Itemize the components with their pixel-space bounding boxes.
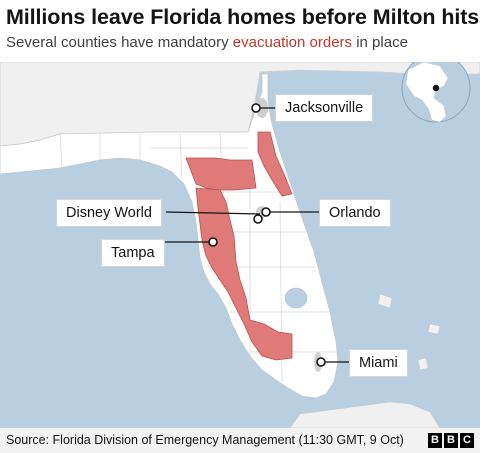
leader-lines [162, 107, 350, 363]
jacksonville-marker [251, 103, 261, 113]
evacuation-zone-north-east [257, 131, 293, 197]
bbc-logo: B B C [428, 433, 474, 448]
evacuation-zone-big-bend [185, 157, 257, 191]
subtitle-end: in place [352, 34, 408, 51]
bahamas [377, 293, 441, 371]
lake-okeechobee [284, 287, 308, 309]
cuba [289, 401, 441, 428]
subtitle: Several counties have mandatory evacuati… [6, 34, 408, 51]
bbc-logo-letter-3: C [460, 433, 474, 448]
disney-world-marker [253, 214, 263, 224]
bbc-logo-letter-2: B [444, 433, 458, 448]
miami-marker [316, 357, 326, 367]
bbc-logo-letter-1: B [428, 433, 442, 448]
source-note: Source: Florida Division of Emergency Ma… [6, 433, 404, 447]
label-tampa: Tampa [102, 240, 164, 266]
orlando-marker [261, 207, 271, 217]
page-title: Millions leave Florida homes before Milt… [6, 5, 480, 29]
city-markers [208, 103, 326, 367]
evacuation-zone-west-coast [195, 187, 293, 361]
label-miami: Miami [350, 350, 407, 376]
label-orlando: Orlando [320, 200, 390, 226]
subtitle-start: Several counties have mandatory [6, 34, 233, 51]
tampa-marker [208, 237, 218, 247]
florida-map [0, 62, 480, 428]
footer: Source: Florida Division of Emergency Ma… [0, 428, 480, 453]
locator-globe [401, 62, 471, 123]
label-disney-world: Disney World [57, 200, 161, 226]
evacuation-zones [185, 131, 293, 361]
header: Millions leave Florida homes before Milt… [0, 0, 480, 62]
county-lines [59, 131, 336, 383]
label-jacksonville: Jacksonville [276, 95, 373, 121]
subtitle-highlight: evacuation orders [232, 34, 353, 51]
florida-land [0, 73, 339, 399]
